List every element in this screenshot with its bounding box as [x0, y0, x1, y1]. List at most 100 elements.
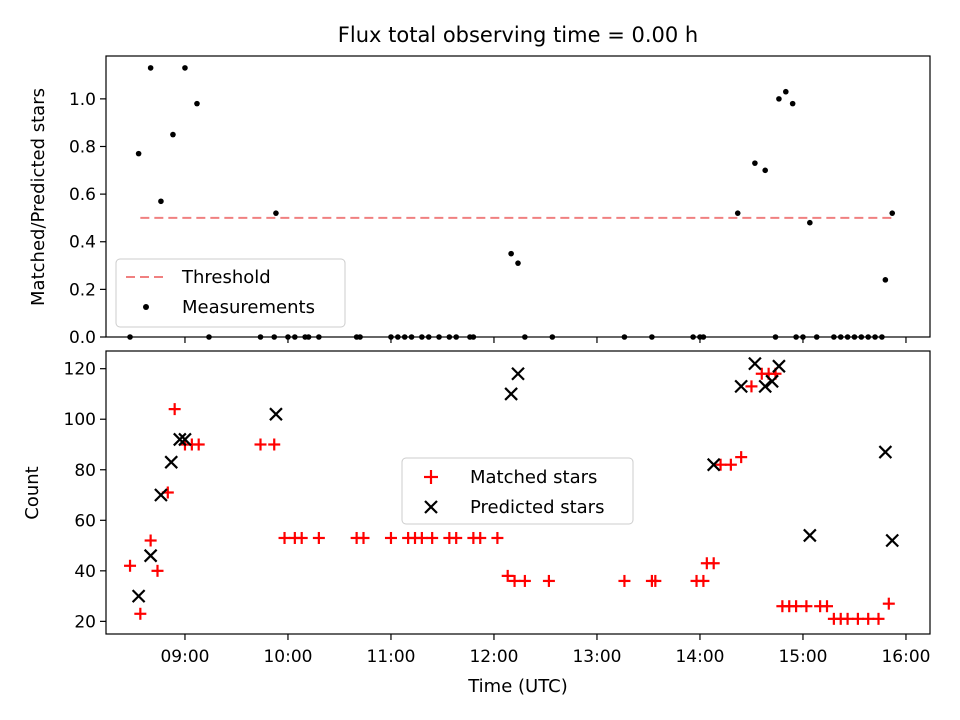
bottom-y-axis-label: Count	[22, 466, 43, 519]
predicted-star-point	[269, 407, 283, 421]
matched-star-point	[151, 564, 164, 577]
matched-star-point	[518, 574, 531, 587]
measurement-point	[776, 96, 782, 102]
top-y-tick-label: 1.0	[69, 90, 96, 110]
predicted-star-point	[765, 374, 779, 389]
matched-star-point	[851, 612, 864, 625]
x-tick-label: 15:00	[778, 647, 827, 667]
bottom-y-tick-label: 80	[74, 461, 96, 481]
measurement-point	[206, 334, 212, 340]
top-y-tick-label: 0.8	[69, 137, 96, 157]
predicted-star-point	[758, 379, 772, 394]
measurement-point	[882, 277, 889, 283]
x-tick-label: 14:00	[675, 647, 724, 667]
matched-star-point	[450, 531, 463, 544]
predicted-star-point	[131, 589, 146, 603]
matched-star-point	[618, 574, 631, 587]
predicted-star-point	[154, 488, 168, 502]
measurement-point	[621, 334, 628, 340]
predicted-star-point	[143, 548, 158, 563]
matched-star-point	[254, 438, 267, 451]
measurement-point	[170, 131, 176, 138]
measurement-point	[772, 334, 779, 340]
measurement-point	[752, 160, 758, 166]
measurement-point	[865, 334, 871, 340]
measurement-point	[783, 88, 789, 95]
top-y-tick-label: 0.6	[69, 185, 96, 205]
predicted-star-point	[734, 379, 748, 394]
matched-star-point	[697, 574, 710, 587]
matched-star-point	[649, 574, 662, 587]
matched-star-point	[491, 531, 504, 544]
measurement-point	[831, 334, 837, 340]
matched-star-point	[168, 403, 181, 416]
matched-star-point	[144, 534, 157, 547]
measurement-point	[401, 334, 408, 340]
matched-star-point	[268, 438, 281, 451]
x-tick-label: 13:00	[572, 647, 621, 667]
legend-matched-swatch	[424, 470, 438, 484]
measurement-point	[522, 334, 528, 340]
matched-star-point	[745, 380, 758, 393]
predicted-star-point	[772, 359, 786, 373]
measurement-point	[408, 334, 415, 340]
measurement-point	[851, 334, 858, 340]
legend-measurements-swatch	[143, 304, 149, 310]
matched-star-point	[542, 574, 555, 587]
matched-star-point	[192, 438, 205, 451]
measurement-point	[273, 210, 279, 216]
measurement-point	[549, 334, 556, 340]
top-y-tick-label: 0.0	[69, 328, 96, 348]
matched-star-point	[134, 607, 147, 620]
legend-predicted-label: Predicted stars	[470, 497, 604, 518]
predicted-star-point	[164, 455, 179, 469]
measurement-point	[837, 334, 844, 340]
measurement-point	[135, 150, 142, 157]
matched-star-point	[312, 531, 325, 544]
top-panel: 0.0 0.2 0.4 0.6 0.8 1.0 Matched/Predicted sta…	[28, 55, 931, 348]
matched-star-point	[415, 531, 428, 544]
measurement-point	[419, 334, 425, 340]
top-legend: Threshold Measurements	[115, 258, 346, 328]
measurement-point	[302, 334, 308, 340]
matched-star-point	[501, 569, 514, 582]
matched-star-point	[278, 531, 291, 544]
x-tick-label: 16:00	[881, 647, 930, 667]
measurement-point	[789, 100, 796, 107]
matched-star-point	[474, 531, 487, 544]
bottom-y-ticks: 20 40 60 80 100 120	[64, 360, 106, 632]
measurement-point	[879, 334, 885, 340]
measurement-point	[425, 334, 432, 340]
measurement-point	[147, 65, 154, 71]
measurement-point	[388, 334, 394, 340]
matched-star-point	[426, 531, 439, 544]
matched-star-point	[790, 600, 803, 613]
measurement-point	[807, 219, 813, 226]
top-y-tick-label: 0.2	[69, 280, 96, 300]
matched-star-point	[295, 531, 308, 544]
bottom-panel: 20 40 60 80 100 120 09:00 10:00 11:00 12:00 13:00…	[22, 350, 931, 697]
measurement-point	[182, 65, 188, 71]
bottom-y-tick-label: 60	[74, 511, 96, 531]
measurement-point	[436, 334, 442, 340]
measurement-point	[800, 334, 806, 340]
predicted-star-point	[748, 356, 762, 371]
measurement-point	[127, 334, 133, 340]
measurement-point	[357, 334, 363, 340]
matched-star-point	[872, 612, 885, 625]
bottom-y-tick-label: 120	[64, 360, 96, 380]
predicted-star-point	[511, 366, 525, 381]
legend-predicted-swatch	[424, 500, 438, 514]
measurement-point	[858, 334, 865, 340]
measurement-point	[158, 198, 164, 205]
measurement-points	[127, 65, 896, 340]
measurement-point	[813, 334, 820, 340]
matched-star-point	[841, 612, 854, 625]
measurement-point	[292, 334, 298, 340]
measurement-point	[446, 334, 453, 340]
predicted-star-point	[178, 432, 192, 447]
measurement-point	[271, 334, 278, 340]
x-axis-label: Time (UTC)	[467, 676, 568, 697]
matched-star-point	[821, 600, 833, 613]
top-plot-area	[105, 55, 931, 338]
